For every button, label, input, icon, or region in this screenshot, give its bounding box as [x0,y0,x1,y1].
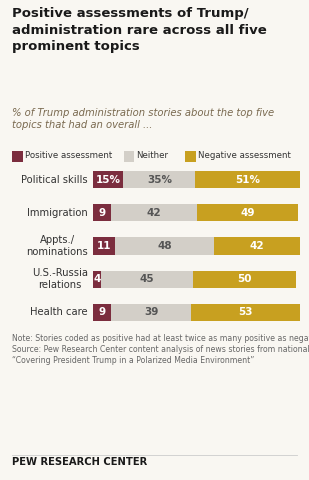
Bar [195,171,300,188]
Text: Neither: Neither [137,152,169,160]
Bar [193,271,296,288]
Bar [93,271,101,288]
Text: 50: 50 [237,274,252,284]
Text: Positive assessments of Trump/
administration rare across all five
prominent top: Positive assessments of Trump/ administr… [12,7,267,53]
Bar [93,238,115,254]
Bar [111,204,197,221]
Text: 53: 53 [238,307,253,317]
Bar [115,238,214,254]
Text: U.S.-Russia
relations: U.S.-Russia relations [32,268,88,290]
Text: 48: 48 [157,241,172,251]
Text: Immigration: Immigration [27,208,88,218]
Text: PEW RESEARCH CENTER: PEW RESEARCH CENTER [12,457,148,467]
Text: Note: Stories coded as positive had at least twice as many positive as negative : Note: Stories coded as positive had at l… [12,334,309,365]
Bar [214,238,300,254]
Text: 45: 45 [140,274,154,284]
Text: 39: 39 [144,307,158,317]
Bar [101,271,193,288]
Text: 9: 9 [98,307,105,317]
Text: 49: 49 [240,208,255,218]
Text: Negative assessment: Negative assessment [198,152,291,160]
Bar [93,204,111,221]
Text: 9: 9 [98,208,105,218]
Text: Political skills: Political skills [21,175,88,185]
Text: 42: 42 [147,208,162,218]
Bar [111,304,191,321]
Text: Positive assessment: Positive assessment [25,152,112,160]
Bar [191,304,300,321]
Bar [197,204,298,221]
Text: 15%: 15% [95,175,121,185]
Text: 51%: 51% [235,175,260,185]
Bar [124,171,195,188]
Text: 35%: 35% [147,175,172,185]
Text: 4: 4 [93,274,100,284]
Text: Appts./
nominations: Appts./ nominations [26,235,88,257]
Bar [93,304,111,321]
Text: 42: 42 [249,241,264,251]
Text: Health care: Health care [31,307,88,317]
Text: 11: 11 [97,241,111,251]
Bar [93,171,124,188]
Text: % of Trump administration stories about the top five
topics that had an overall : % of Trump administration stories about … [12,108,274,131]
